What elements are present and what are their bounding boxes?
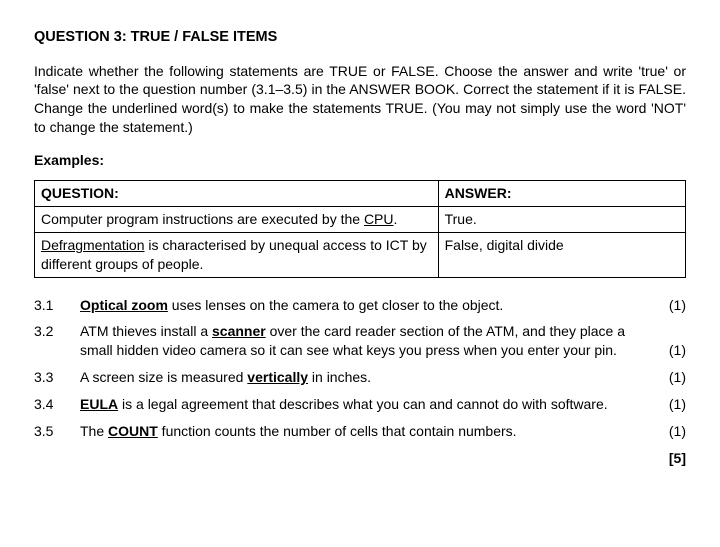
example-question-cell: Defragmentation is characterised by uneq… [35, 232, 439, 277]
text: is a legal agreement that describes what… [118, 396, 608, 412]
question-title: QUESTION 3: TRUE / FALSE ITEMS [34, 28, 686, 48]
text: uses lenses on the camera to get closer … [168, 297, 503, 313]
question-number: 3.2 [34, 322, 80, 341]
question-number: 3.5 [34, 422, 80, 441]
underlined-term: CPU [364, 211, 394, 227]
question-mark: (1) [656, 395, 686, 414]
question-row: 3.4EULA is a legal agreement that descri… [34, 395, 686, 414]
question-number: 3.1 [34, 296, 80, 315]
total-marks: [5] [34, 449, 686, 468]
example-answer-cell: False, digital divide [438, 232, 685, 277]
text: . [394, 211, 398, 227]
text: The [80, 423, 108, 439]
question-text: A screen size is measured vertically in … [80, 368, 656, 387]
examples-table: QUESTION: ANSWER: Computer program instr… [34, 180, 686, 278]
question-text: Optical zoom uses lenses on the camera t… [80, 296, 656, 315]
underlined-term: scanner [212, 323, 266, 339]
instructions-paragraph: Indicate whether the following statement… [34, 62, 686, 138]
question-row: 3.5The COUNT function counts the number … [34, 422, 686, 441]
question-mark: (1) [656, 341, 686, 360]
question-mark: (1) [656, 296, 686, 315]
question-row: 3.2ATM thieves install a scanner over th… [34, 322, 686, 360]
text: ATM thieves install a [80, 323, 212, 339]
header-answer: ANSWER: [438, 181, 685, 207]
text: function counts the number of cells that… [158, 423, 517, 439]
question-text: EULA is a legal agreement that describes… [80, 395, 656, 414]
underlined-term: vertically [247, 369, 308, 385]
table-row: Computer program instructions are execut… [35, 206, 686, 232]
question-text: The COUNT function counts the number of … [80, 422, 656, 441]
table-header-row: QUESTION: ANSWER: [35, 181, 686, 207]
underlined-term: COUNT [108, 423, 158, 439]
underlined-term: Defragmentation [41, 237, 145, 253]
example-question-cell: Computer program instructions are execut… [35, 206, 439, 232]
header-question: QUESTION: [35, 181, 439, 207]
text: Computer program instructions are execut… [41, 211, 364, 227]
question-row: 3.3A screen size is measured vertically … [34, 368, 686, 387]
question-number: 3.4 [34, 395, 80, 414]
question-text: ATM thieves install a scanner over the c… [80, 322, 656, 360]
underlined-term: EULA [80, 396, 118, 412]
question-row: 3.1Optical zoom uses lenses on the camer… [34, 296, 686, 315]
question-list: 3.1Optical zoom uses lenses on the camer… [34, 296, 686, 441]
document-page: QUESTION 3: TRUE / FALSE ITEMS Indicate … [0, 0, 720, 547]
text: in inches. [308, 369, 371, 385]
text: A screen size is measured [80, 369, 247, 385]
underlined-term: Optical zoom [80, 297, 168, 313]
question-mark: (1) [656, 368, 686, 387]
question-mark: (1) [656, 422, 686, 441]
question-number: 3.3 [34, 368, 80, 387]
table-row: Defragmentation is characterised by uneq… [35, 232, 686, 277]
examples-label: Examples: [34, 151, 686, 170]
example-answer-cell: True. [438, 206, 685, 232]
